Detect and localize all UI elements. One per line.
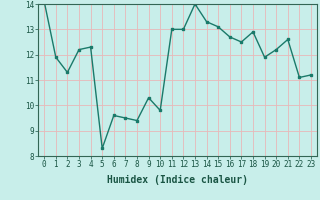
X-axis label: Humidex (Indice chaleur): Humidex (Indice chaleur) [107, 175, 248, 185]
